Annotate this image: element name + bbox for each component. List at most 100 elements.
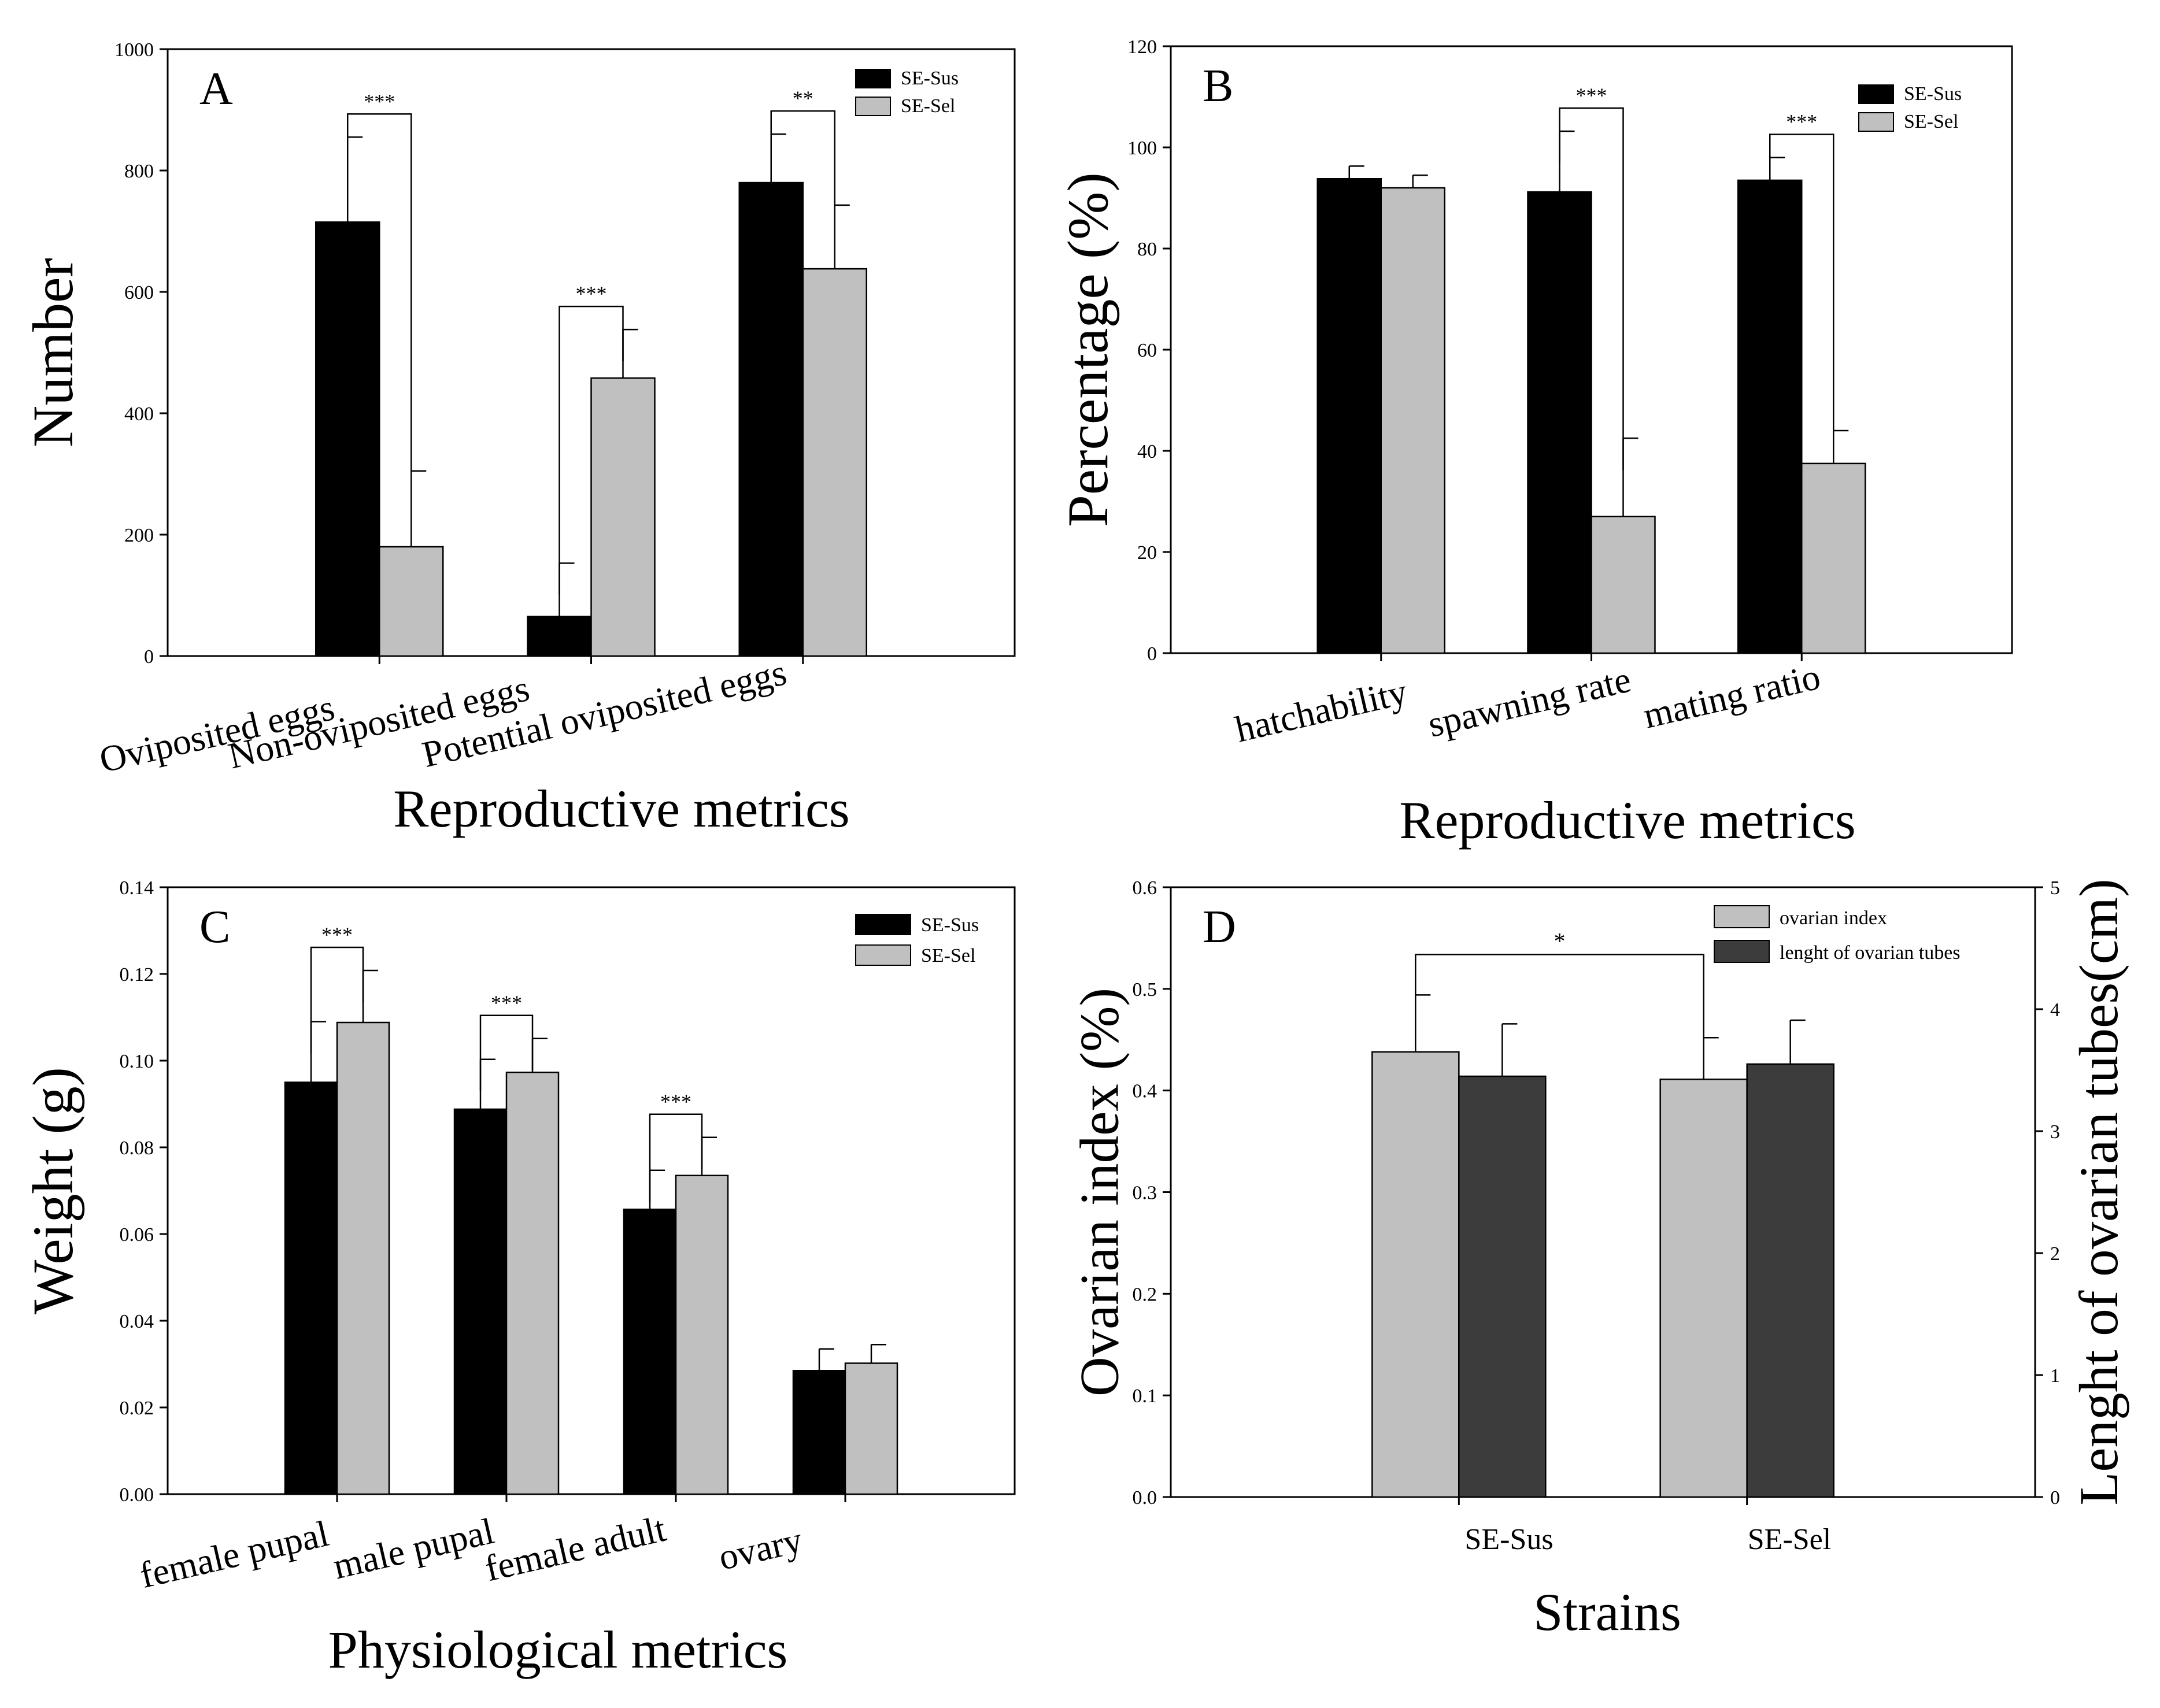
panel-a-significance-bracket [347, 113, 412, 503]
panel-a-y-axis-title: Number [21, 258, 85, 447]
panel-d-category-label: SE-Sus [1464, 1523, 1553, 1556]
panel-a-y-tick-label: 0 [144, 646, 154, 668]
panel-d-legend-swatch-lenght-of-ovarian-tubes [1714, 940, 1770, 963]
panel-c-category-label: female pupal [136, 1513, 332, 1596]
panel-b-bar-se-sus-spawning-rate [1527, 191, 1592, 654]
panel-b-bar-se-sus-mating-ratio [1737, 179, 1803, 654]
panel-d-y2-tick-label: 4 [2050, 999, 2060, 1021]
panel-d-y-tick-label: 0.4 [1133, 1081, 1157, 1102]
panel-c-legend-swatch-se-sel [855, 944, 911, 966]
panel-a-significance-label: *** [576, 282, 607, 305]
panel-b-x-axis-title: Reproductive metrics [1399, 791, 1855, 850]
panel-d-legend-swatch-ovarian-index [1714, 905, 1770, 928]
panel-b-category-label: spawning rate [1424, 658, 1634, 745]
panel-c-significance-label: *** [321, 923, 353, 946]
panel-d-y2-tick-label: 3 [2050, 1121, 2060, 1143]
panel-d-y-tick-label: 0.3 [1133, 1183, 1157, 1204]
panel-b-y-tick-label: 100 [1127, 138, 1157, 159]
panel-c-y-tick-label: 0.04 [120, 1311, 154, 1332]
panel-d-x-axis-title: Strains [1533, 1583, 1681, 1642]
panel-c-y-tick-label: 0.14 [120, 877, 154, 899]
panel-a-bar-se-sus-non-oviposited-eggs [527, 616, 592, 657]
panel-b-y-tick-label: 20 [1137, 542, 1157, 564]
panel-b-bar-se-sel-spawning-rate [1591, 516, 1656, 654]
panel-a-y-tick-label: 1000 [114, 39, 154, 61]
panel-a-bar-se-sel-oviposited-eggs [379, 546, 444, 657]
panel-c-category-label: female adult [481, 1508, 670, 1590]
panel-c-legend-swatch-se-sus [855, 914, 911, 935]
panel-a-y-tick-label: 200 [124, 525, 154, 546]
panel-a-y-tick-label: 600 [124, 282, 154, 303]
panel-d-y2-tick-label: 1 [2050, 1365, 2060, 1387]
panel-b-y-tick-label: 80 [1137, 239, 1157, 260]
panel-b-y-tick-label: 0 [1147, 643, 1157, 665]
panel-c-y-tick-label: 0.08 [120, 1138, 154, 1159]
panel-c-bar-se-sel-female-pupal [336, 1021, 390, 1495]
panel-c-y-tick-label: 0.12 [120, 964, 154, 985]
panel-c-significance-bracket [310, 946, 364, 1054]
panel-c-y-axis-title: Weight (g) [21, 1067, 85, 1314]
panel-c-bar-se-sus-female-pupal [284, 1081, 338, 1495]
panel-b-category-label: hatchability [1231, 670, 1411, 750]
panel-c-bar-se-sus-female-adult [623, 1209, 677, 1495]
panel-d-plot-frame [1170, 886, 2036, 1498]
panel-c-y-tick-label: 0.06 [120, 1224, 154, 1246]
panel-a-letter: A [199, 64, 233, 114]
panel-a-legend-swatch-se-sel [855, 97, 891, 116]
panel-a-x-axis-title: Reproductive metrics [393, 779, 849, 838]
panel-d-y-tick-label: 0.5 [1133, 979, 1157, 1001]
panel-a-bar-se-sus-oviposited-eggs [315, 221, 380, 657]
panel-c-category-label: male pupal [330, 1510, 498, 1587]
panel-b-significance-label: *** [1786, 110, 1817, 134]
panel-a-bar-se-sel-potential-oviposited-eggs [802, 268, 867, 657]
panel-d-y-tick-label: 0.1 [1133, 1385, 1157, 1407]
panel-a-legend-label-se-sus: SE-Sus [901, 68, 959, 89]
panel-b-letter: B [1203, 61, 1233, 112]
panel-d-legend-label-lenght-of-ovarian-tubes: lenght of ovarian tubes [1780, 942, 1961, 964]
panel-c-significance-label: *** [491, 991, 522, 1014]
panel-b-significance-bracket [1769, 134, 1834, 462]
panel-d-bar-lenght-of-ovarian-tubes-se-sel [1746, 1063, 1834, 1498]
panel-c-bar-se-sel-male-pupal [505, 1072, 560, 1495]
panel-a-y-tick-label: 400 [124, 403, 154, 425]
panel-a-y-tick-label: 800 [124, 161, 154, 182]
panel-b-significance-bracket [1559, 107, 1624, 470]
panel-c-category-label: ovary [715, 1519, 806, 1578]
panel-d-legend-label-ovarian-index: ovarian index [1780, 907, 1887, 929]
panel-d-significance-label: * [1554, 928, 1566, 954]
panel-b-legend-swatch-se-sus [1858, 84, 1894, 104]
panel-d-y-axis-title: Ovarian index (%) [1068, 988, 1130, 1396]
panel-d-y-tick-label: 0.0 [1133, 1487, 1157, 1509]
panel-b-category-label: mating ratio [1640, 655, 1824, 736]
panel-d-significance-bracket [1415, 954, 1704, 1038]
panel-c-legend-label-se-sus: SE-Sus [921, 914, 979, 936]
panel-a-legend-swatch-se-sus [855, 69, 891, 88]
panel-b-legend-label-se-sel: SE-Sel [1904, 111, 1958, 132]
panel-d-y-tick-label: 0.6 [1133, 877, 1157, 899]
panel-a-significance-label: ** [793, 87, 813, 110]
panel-d-letter: D [1203, 902, 1236, 953]
panel-c-y-tick-label: 0.10 [120, 1051, 154, 1072]
panel-c-x-axis-title: Physiological metrics [328, 1620, 788, 1679]
panel-b-legend-swatch-se-sel [1858, 112, 1894, 132]
panel-c-y-tick-label: 0.02 [120, 1398, 154, 1419]
panel-d-bar-ovarian-index-se-sus [1371, 1051, 1460, 1498]
panel-a-significance-bracket [559, 305, 624, 595]
panel-c-significance-bracket [649, 1113, 703, 1202]
panel-b-significance-label: *** [1576, 84, 1607, 107]
panel-c-significance-label: *** [660, 1090, 691, 1113]
panel-b-bar-se-sel-hatchability [1380, 187, 1445, 654]
panel-a-significance-label: *** [364, 90, 395, 113]
panel-b-bar-se-sus-hatchability [1316, 178, 1382, 654]
panel-c-legend-label-se-sel: SE-Sel [921, 945, 975, 966]
panel-b-y-tick-label: 120 [1127, 36, 1157, 58]
panel-a-bar-se-sus-potential-oviposited-eggs [738, 181, 804, 657]
panel-d-y2-axis-title: Lenght of ovarian tubes(cm) [2068, 879, 2129, 1505]
panel-a-legend-label-se-sel: SE-Sel [901, 95, 955, 117]
panel-c-letter: C [199, 902, 230, 953]
panel-b-bar-se-sel-mating-ratio [1801, 462, 1866, 654]
panel-b-y-tick-label: 40 [1137, 441, 1157, 462]
panel-c-bar-se-sus-male-pupal [453, 1108, 508, 1495]
panel-d-y2-tick-label: 2 [2050, 1243, 2060, 1265]
